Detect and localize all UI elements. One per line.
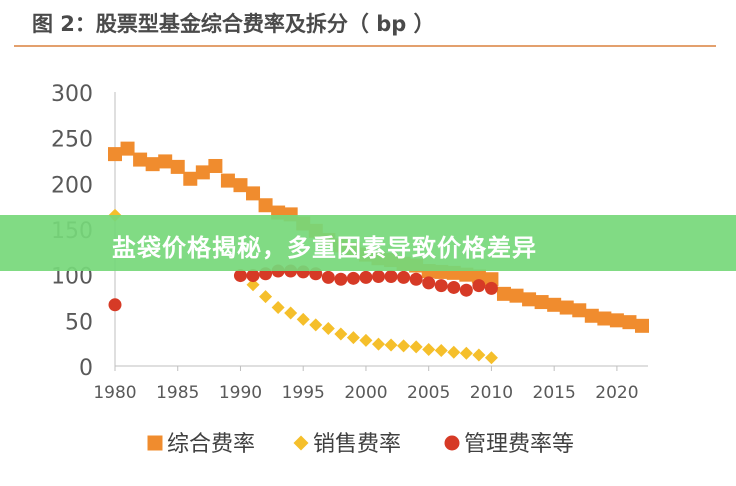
- data-point-circle: [384, 269, 398, 283]
- overlay-banner: [0, 215, 736, 271]
- data-point-circle: [334, 272, 348, 286]
- legend-label: 综合费率: [167, 432, 255, 457]
- data-point-square: [509, 288, 524, 303]
- data-point-circle: [372, 269, 385, 283]
- data-point-square: [635, 318, 649, 333]
- data-point-square: [496, 286, 511, 301]
- data-point-square: [459, 267, 474, 282]
- x-tick-label: 2000: [344, 383, 387, 403]
- x-tick-label: 1985: [156, 383, 199, 403]
- data-point-circle: [246, 269, 260, 283]
- data-point-circle: [233, 269, 247, 283]
- data-point-square: [547, 297, 562, 312]
- legend-swatch-diamond: [293, 435, 309, 451]
- data-point-diamond: [334, 327, 348, 341]
- data-point-circle: [346, 271, 360, 285]
- data-point-square: [246, 186, 261, 201]
- legend-swatch-circle: [444, 435, 460, 451]
- data-point-circle: [459, 283, 473, 297]
- y-tick-label: 250: [51, 128, 93, 153]
- data-point-circle: [484, 281, 498, 295]
- x-tick-label: 1990: [219, 383, 262, 403]
- data-point-diamond: [409, 340, 423, 354]
- data-point-diamond: [459, 346, 473, 360]
- data-point-square: [158, 154, 173, 169]
- x-tick-label: 2020: [595, 383, 638, 403]
- data-point-square: [534, 295, 549, 310]
- data-point-square: [108, 147, 122, 162]
- data-point-square: [471, 269, 486, 284]
- data-point-diamond: [246, 278, 260, 292]
- legend: 综合费率 销售费率 管理费率等: [147, 432, 574, 457]
- data-point-square: [572, 303, 587, 318]
- data-point-diamond: [397, 339, 411, 353]
- data-point-circle: [397, 270, 411, 284]
- data-point-square: [622, 315, 637, 330]
- overlay-banner-text: 盐袋价格揭秘，多重因素导致价格差异: [112, 234, 537, 262]
- data-point-square: [220, 173, 235, 188]
- data-point-square: [597, 311, 612, 326]
- data-point-square: [208, 158, 223, 173]
- data-point-diamond: [296, 312, 310, 326]
- data-point-square: [120, 141, 135, 156]
- y-tick-label: 0: [79, 356, 93, 381]
- data-point-diamond: [472, 348, 486, 362]
- data-point-square: [195, 165, 210, 180]
- data-point-square: [183, 171, 198, 186]
- data-point-diamond: [271, 301, 285, 315]
- x-tick-labels: 1980 1985 1990 1995 2000 2005 2010 2015 2020: [93, 366, 639, 403]
- data-point-diamond: [384, 338, 398, 352]
- data-point-diamond: [321, 322, 335, 336]
- data-point-diamond: [422, 343, 436, 357]
- data-point-square: [522, 292, 537, 307]
- data-point-diamond: [359, 333, 373, 347]
- data-point-square: [609, 313, 624, 328]
- data-point-diamond: [259, 290, 273, 304]
- legend-swatch-square: [147, 435, 163, 451]
- data-point-square: [133, 152, 148, 167]
- x-tick-label: 2005: [407, 383, 450, 403]
- data-point-circle: [472, 279, 486, 293]
- data-point-square: [258, 198, 273, 213]
- data-point-circle: [447, 280, 461, 294]
- y-tick-label: 50: [65, 310, 93, 335]
- data-point-circle: [422, 276, 436, 290]
- data-point-circle: [409, 272, 423, 286]
- data-point-square: [145, 157, 160, 172]
- x-tick-label: 2015: [533, 383, 576, 403]
- data-point-square: [484, 272, 499, 287]
- legend-item: 综合费率: [147, 432, 255, 457]
- data-point-diamond: [309, 318, 323, 332]
- data-point-square: [233, 178, 248, 193]
- data-point-diamond: [372, 337, 385, 351]
- data-point-diamond: [434, 343, 448, 357]
- x-tick-label: 1980: [93, 383, 136, 403]
- legend-item: 销售费率: [293, 432, 401, 457]
- figure-title: 图 2：股票型基金综合费率及拆分（ bp ）: [32, 12, 435, 36]
- title-divider: [14, 45, 716, 47]
- data-point-diamond: [284, 306, 298, 320]
- legend-item: 管理费率等: [444, 432, 574, 457]
- data-point-square: [584, 308, 599, 323]
- legend-label: 管理费率等: [464, 432, 574, 457]
- data-point-circle: [434, 279, 448, 293]
- data-point-circle: [321, 270, 335, 284]
- data-point-diamond: [447, 345, 461, 359]
- data-point-square: [559, 300, 574, 315]
- data-point-square: [170, 159, 185, 174]
- data-point-diamond: [484, 351, 498, 365]
- x-tick-label: 2010: [470, 383, 513, 403]
- data-point-circle: [108, 298, 122, 312]
- data-point-circle: [359, 270, 373, 284]
- y-tick-label: 200: [51, 173, 93, 198]
- legend-label: 销售费率: [313, 432, 401, 457]
- y-tick-label: 300: [51, 82, 93, 107]
- series-2: [108, 208, 498, 365]
- data-point-diamond: [346, 331, 360, 345]
- x-tick-label: 1995: [282, 383, 325, 403]
